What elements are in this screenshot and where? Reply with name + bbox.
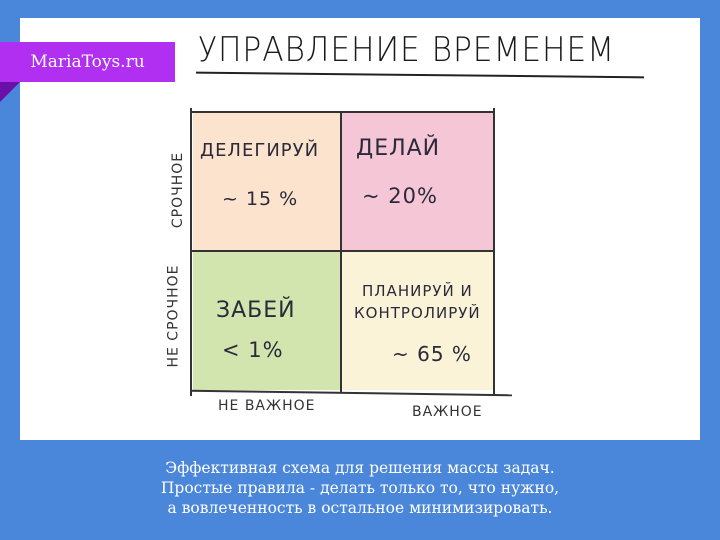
y-axis-not-urgent: НЕ СРОЧНОЕ (165, 264, 182, 368)
drawing-title: УПРАВЛЕНИЕ ВРЕМЕНЕМ (198, 30, 616, 70)
quadrant-drop-label: ЗАБЕЙ (216, 298, 296, 323)
x-axis-important: ВАЖНОЕ (412, 404, 483, 420)
matrix-left-axis (190, 108, 192, 396)
quadrant-drop (193, 250, 340, 390)
quadrant-do (340, 112, 493, 250)
quadrant-plan-label-1: ПЛАНИРУЙ И (362, 282, 473, 300)
slide-caption: Эффективная схема для решения массы зада… (0, 458, 720, 518)
matrix-mid-vertical (340, 112, 342, 392)
quadrant-plan (340, 250, 493, 390)
quadrant-plan-label-2: КОНТРОЛИРУЙ (354, 304, 481, 322)
quadrant-delegate-value: ~ 15 % (222, 188, 299, 210)
quadrant-delegate-label: ДЕЛЕГИРУЙ (200, 140, 320, 161)
brand-label[interactable]: MariaToys.ru (0, 42, 175, 82)
y-axis-urgent: СРОЧНОЕ (170, 151, 187, 229)
caption-line-3: а вовлеченность в остальное минимизирова… (167, 499, 553, 517)
caption-line-2: Простые правила - делать только то, что … (160, 479, 560, 497)
quadrant-do-label: ДЕЛАЙ (356, 136, 441, 161)
quadrant-plan-value: ~ 65 % (392, 342, 472, 366)
ribbon-fold (0, 82, 20, 102)
quadrant-delegate (193, 112, 340, 250)
x-axis-not-important: НЕ ВАЖНОЕ (218, 398, 316, 414)
quadrant-drop-value: < 1% (222, 338, 284, 362)
matrix-top-border (190, 111, 495, 113)
matrix-mid-horizontal (190, 250, 495, 252)
caption-line-1: Эффективная схема для решения массы зада… (165, 459, 555, 477)
quadrant-do-value: ~ 20% (362, 184, 438, 208)
